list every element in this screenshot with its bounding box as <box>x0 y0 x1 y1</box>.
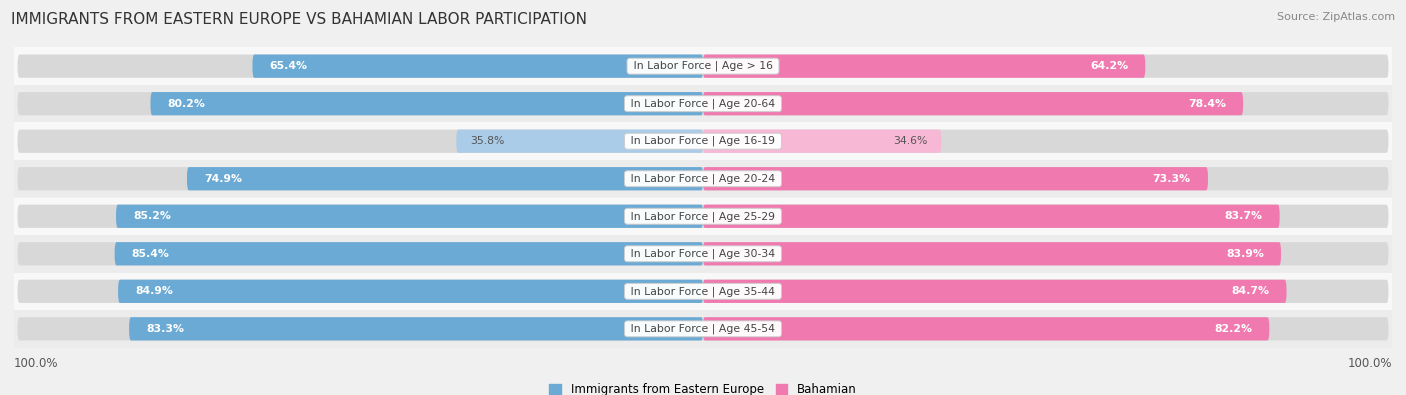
Bar <box>14 47 1392 85</box>
FancyBboxPatch shape <box>17 167 1389 190</box>
FancyBboxPatch shape <box>703 130 942 153</box>
FancyBboxPatch shape <box>17 92 1389 115</box>
Text: In Labor Force | Age 45-54: In Labor Force | Age 45-54 <box>627 324 779 334</box>
FancyBboxPatch shape <box>703 167 1208 190</box>
Text: 82.2%: 82.2% <box>1215 324 1253 334</box>
Bar <box>14 273 1392 310</box>
Bar <box>14 122 1392 160</box>
Text: 100.0%: 100.0% <box>14 357 59 370</box>
FancyBboxPatch shape <box>703 242 1281 265</box>
Bar <box>14 235 1392 273</box>
FancyBboxPatch shape <box>703 55 1146 78</box>
Bar <box>14 85 1392 122</box>
FancyBboxPatch shape <box>17 130 1389 153</box>
Text: 83.3%: 83.3% <box>146 324 184 334</box>
Text: In Labor Force | Age 30-34: In Labor Force | Age 30-34 <box>627 248 779 259</box>
FancyBboxPatch shape <box>118 280 703 303</box>
Text: In Labor Force | Age 25-29: In Labor Force | Age 25-29 <box>627 211 779 222</box>
Text: 65.4%: 65.4% <box>270 61 308 71</box>
FancyBboxPatch shape <box>703 92 1243 115</box>
FancyBboxPatch shape <box>17 280 1389 303</box>
Text: In Labor Force | Age 35-44: In Labor Force | Age 35-44 <box>627 286 779 297</box>
Text: 83.9%: 83.9% <box>1226 249 1264 259</box>
FancyBboxPatch shape <box>17 317 1389 340</box>
Bar <box>14 160 1392 198</box>
FancyBboxPatch shape <box>457 130 703 153</box>
Text: 85.4%: 85.4% <box>132 249 170 259</box>
FancyBboxPatch shape <box>187 167 703 190</box>
Bar <box>14 310 1392 348</box>
Text: 35.8%: 35.8% <box>470 136 505 146</box>
Text: 64.2%: 64.2% <box>1090 61 1128 71</box>
FancyBboxPatch shape <box>117 205 703 228</box>
Text: 100.0%: 100.0% <box>1347 357 1392 370</box>
Text: IMMIGRANTS FROM EASTERN EUROPE VS BAHAMIAN LABOR PARTICIPATION: IMMIGRANTS FROM EASTERN EUROPE VS BAHAMI… <box>11 12 588 27</box>
FancyBboxPatch shape <box>17 242 1389 265</box>
Text: In Labor Force | Age 20-64: In Labor Force | Age 20-64 <box>627 98 779 109</box>
Text: In Labor Force | Age > 16: In Labor Force | Age > 16 <box>630 61 776 71</box>
Text: 84.9%: 84.9% <box>135 286 173 296</box>
FancyBboxPatch shape <box>17 55 1389 78</box>
FancyBboxPatch shape <box>253 55 703 78</box>
FancyBboxPatch shape <box>150 92 703 115</box>
Text: 83.7%: 83.7% <box>1225 211 1263 221</box>
Text: 80.2%: 80.2% <box>167 99 205 109</box>
Bar <box>14 198 1392 235</box>
Text: 78.4%: 78.4% <box>1188 99 1226 109</box>
Text: In Labor Force | Age 20-24: In Labor Force | Age 20-24 <box>627 173 779 184</box>
FancyBboxPatch shape <box>115 242 703 265</box>
Text: 85.2%: 85.2% <box>134 211 172 221</box>
Text: 34.6%: 34.6% <box>893 136 928 146</box>
Text: 74.9%: 74.9% <box>204 174 242 184</box>
Text: In Labor Force | Age 16-19: In Labor Force | Age 16-19 <box>627 136 779 147</box>
FancyBboxPatch shape <box>703 205 1279 228</box>
FancyBboxPatch shape <box>703 317 1270 340</box>
FancyBboxPatch shape <box>17 205 1389 228</box>
Text: 73.3%: 73.3% <box>1153 174 1191 184</box>
FancyBboxPatch shape <box>703 280 1286 303</box>
Text: 84.7%: 84.7% <box>1232 286 1270 296</box>
FancyBboxPatch shape <box>129 317 703 340</box>
Text: Source: ZipAtlas.com: Source: ZipAtlas.com <box>1277 12 1395 22</box>
Legend: Immigrants from Eastern Europe, Bahamian: Immigrants from Eastern Europe, Bahamian <box>550 383 856 395</box>
